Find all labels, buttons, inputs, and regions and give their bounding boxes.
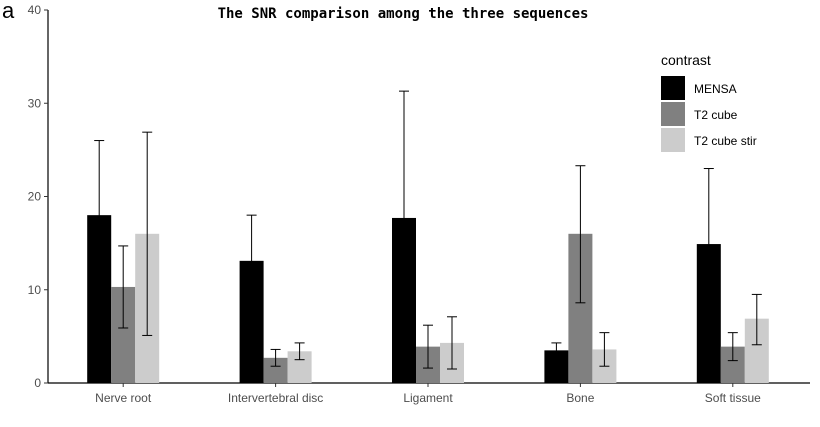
legend: contrast MENSA T2 cube T2 cube stir bbox=[661, 52, 757, 152]
x-tick-label: Soft tissue bbox=[705, 391, 761, 405]
legend-label: T2 cube stir bbox=[694, 134, 757, 148]
x-tick-label: Ligament bbox=[403, 391, 453, 405]
y-tick-label: 0 bbox=[34, 376, 41, 390]
y-tick-label: 30 bbox=[28, 96, 42, 110]
legend-key bbox=[661, 76, 685, 100]
legend-key bbox=[661, 128, 685, 152]
x-tick-label: Bone bbox=[566, 391, 594, 405]
x-tick-label: Intervertebral disc bbox=[228, 391, 323, 405]
legend-key bbox=[661, 102, 685, 126]
y-tick-label: 40 bbox=[28, 3, 42, 17]
legend-label: T2 cube bbox=[694, 108, 738, 122]
chart-title: The SNR comparison among the three seque… bbox=[218, 6, 589, 22]
panel-label: a bbox=[2, 0, 15, 23]
y-tick-label: 10 bbox=[28, 283, 42, 297]
bars-group bbox=[87, 90, 769, 383]
legend-label: MENSA bbox=[694, 82, 737, 96]
x-tick-label: Nerve root bbox=[95, 391, 152, 405]
legend-title: contrast bbox=[661, 52, 711, 68]
y-tick-label: 20 bbox=[28, 190, 42, 204]
